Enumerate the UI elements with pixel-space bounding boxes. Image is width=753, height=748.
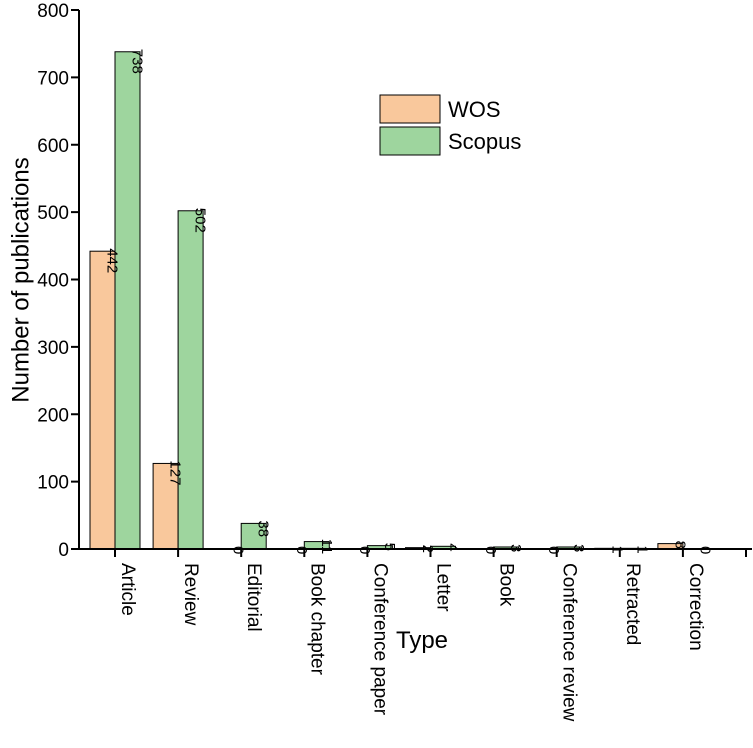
y-tick-label: 100 xyxy=(37,473,69,494)
data-label: 8 xyxy=(671,541,688,549)
data-label: 442 xyxy=(104,248,121,273)
bar-wos-article xyxy=(89,250,116,550)
bar-scopus-article xyxy=(114,51,141,550)
legend-label: Scopus xyxy=(448,129,521,154)
y-tick-label: 600 xyxy=(37,136,69,157)
x-tick-label: Retracted xyxy=(622,563,643,645)
data-label: 0 xyxy=(293,546,310,554)
x-tick-label: Editorial xyxy=(243,563,264,632)
x-tick-label: Review xyxy=(180,563,201,626)
legend-label: WOS xyxy=(448,97,501,122)
x-tick-label: Conference paper xyxy=(369,563,390,716)
data-label: 127 xyxy=(167,460,184,485)
y-tick-label: 300 xyxy=(37,338,69,359)
data-label: 5 xyxy=(381,543,398,551)
x-tick-label: Letter xyxy=(433,563,454,612)
data-label: 0 xyxy=(230,546,247,554)
x-tick-label: Book xyxy=(496,563,517,607)
data-label: 0 xyxy=(696,546,713,554)
data-label: 0 xyxy=(482,546,499,554)
y-tick-label: 500 xyxy=(37,203,69,224)
x-tick-label: Book chapter xyxy=(306,563,327,676)
x-tick-label: Correction xyxy=(685,563,706,651)
data-label: 0 xyxy=(545,546,562,554)
y-tick-label: 800 xyxy=(37,1,69,22)
y-tick-label: 0 xyxy=(58,540,69,561)
y-tick-label: 200 xyxy=(37,405,69,426)
y-tick-label: 700 xyxy=(37,68,69,89)
x-axis-title: Type xyxy=(396,627,448,654)
data-label: 11 xyxy=(318,539,335,555)
data-label: 4 xyxy=(444,543,461,551)
x-tick-label: Conference review xyxy=(559,563,580,722)
data-label: 0 xyxy=(356,546,373,554)
y-axis-title: Number of publications xyxy=(7,157,34,402)
bars-layer xyxy=(89,51,684,550)
y-ticks-layer: 0 100 200 300 400 500 600 700 800 xyxy=(37,1,79,561)
legend: WOS Scopus xyxy=(379,94,521,156)
data-label: 738 xyxy=(129,49,146,74)
legend-swatch xyxy=(379,126,441,156)
x-ticks-layer: Article Review Editorial Book chapter Confer… xyxy=(114,549,747,722)
bar-scopus-review xyxy=(177,210,204,550)
x-tick-label: Article xyxy=(117,563,138,616)
y-tick-label: 400 xyxy=(37,271,69,292)
data-label: 502 xyxy=(192,208,209,233)
data-label: 38 xyxy=(255,520,272,537)
legend-swatch xyxy=(379,94,441,124)
